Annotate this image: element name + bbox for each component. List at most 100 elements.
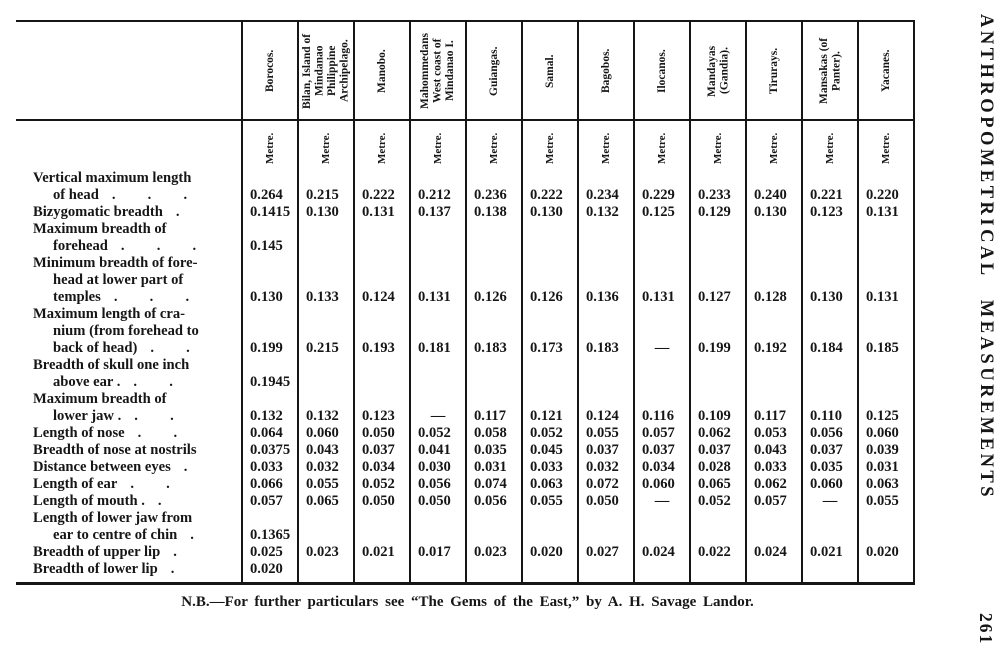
value-cell: 0.064 [241,425,298,442]
value-cell: 0.060 [801,476,858,493]
row-label-text: Length of nose [33,425,125,441]
page-number: 261 [976,612,996,645]
column-header-row: Borocos. Bilan, Island of Mindanao Philip… [16,20,915,121]
measurements-table: Borocos. Bilan, Island of Mindanao Philip… [16,20,915,585]
row-label: Length of lower jaw from ear to centre of… [16,510,242,544]
value-cell: 0.123 [801,204,858,221]
value-cell [745,561,802,585]
unit-cell: Metre. [465,120,522,170]
table-row: Minimum breadth of fore-head at lower pa… [16,255,915,306]
dot-leader: . . [134,408,175,424]
value-cell: 0.192 [745,306,802,357]
value-cell [577,357,634,391]
column-header-label: Guiangas. [487,45,500,96]
value-cell: 0.020 [521,544,578,561]
column-header-label: Mahommedans West coast of Mindanao I. [419,32,457,109]
row-label-line: Bizygomatic breadth. [33,204,239,221]
value-cell [633,357,690,391]
row-label-text: forehead [53,238,108,254]
value-cell: 0.024 [745,544,802,561]
value-cell [857,561,915,585]
value-cell: 0.184 [801,306,858,357]
value-cell: 0.057 [241,493,298,510]
column-header: Mandayas (Gandia). [689,20,746,121]
value-cell: 0.127 [689,255,746,306]
column-header: Tirurays. [745,20,802,121]
value-cell [745,510,802,544]
value-cell: 0.234 [577,170,634,204]
value-cell: 0.032 [297,459,354,476]
value-cell [521,221,578,255]
value-cell: 0.055 [857,493,915,510]
row-label-line: Distance between eyes. [33,459,239,476]
value-cell [577,510,634,544]
value-cell: 0.056 [465,493,522,510]
value-cell [857,357,915,391]
value-cell: 0.028 [689,459,746,476]
row-label-line: Maximum length of cra- [33,306,239,323]
value-cell: 0.060 [857,425,915,442]
value-cell [409,221,466,255]
value-cell: 0.130 [297,204,354,221]
value-cell: 0.033 [745,459,802,476]
row-label-text: Breadth of upper lip [33,544,161,560]
row-label: Maximum breadth of lower jaw . . . [16,391,242,425]
column-header: Mansakas (of Panter). [801,20,858,121]
value-cell: 0.1945 [241,357,298,391]
unit-cell: Metre. [577,120,634,170]
unit-row-spacer [16,120,242,170]
unit-row: Metre. Metre. Metre. Metre. Metre. Metre. Metr… [16,120,915,170]
value-cell: 0.052 [353,476,410,493]
row-label-line: forehead . . . [33,238,239,255]
column-header-label: Samal. [543,53,556,88]
value-cell: 0.034 [353,459,410,476]
row-label: Maximum breadth of forehead . . . [16,221,242,255]
value-cell: 0.132 [297,391,354,425]
value-cell: 0.045 [521,442,578,459]
value-cell: 0.057 [745,493,802,510]
row-label-line: Breadth of lower lip. [33,561,239,578]
value-cell: 0.222 [353,170,410,204]
value-cell: 0.062 [745,476,802,493]
table-row: Length of lower jaw from ear to centre of… [16,510,915,544]
value-cell: 0.124 [577,391,634,425]
value-cell: 0.173 [521,306,578,357]
running-head: ANTHROPOMETRICAL MEASUREMENTS 261 [962,12,998,645]
dot-leader: . [175,204,181,220]
value-cell: 0.035 [465,442,522,459]
row-label: Vertical maximum length of head . . . [16,170,242,204]
value-cell: 0.220 [857,170,915,204]
value-cell [633,510,690,544]
value-cell: 0.222 [521,170,578,204]
unit-cell: Metre. [297,120,354,170]
unit-label: Metre. [488,132,500,164]
row-label-line: head at lower part of [33,272,239,289]
value-cell: 0.132 [577,204,634,221]
value-cell: — [409,391,466,425]
value-cell: 0.055 [297,476,354,493]
value-cell [409,357,466,391]
dot-leader: . . [150,340,191,356]
row-label: Maximum length of cra-nium (from forehea… [16,306,242,357]
value-cell: 0.032 [577,459,634,476]
value-cell: 0.052 [409,425,466,442]
row-label-text: back of head) [53,340,138,356]
column-header-label: Manobo. [375,48,388,93]
value-cell: 0.215 [297,306,354,357]
value-cell: 0.052 [521,425,578,442]
value-cell: 0.131 [353,204,410,221]
value-cell: 0.199 [241,306,298,357]
unit-label: Metre. [712,132,724,164]
value-cell [745,221,802,255]
unit-label: Metre. [376,132,388,164]
value-cell: 0.053 [745,425,802,442]
row-label-text: of head [53,187,99,203]
value-cell: 0.020 [857,544,915,561]
value-cell [465,561,522,585]
row-label-line: Length of ear . . [33,476,239,493]
value-cell: 0.037 [633,442,690,459]
value-cell: 0.058 [465,425,522,442]
value-cell: 0.063 [857,476,915,493]
value-cell: 0.117 [745,391,802,425]
